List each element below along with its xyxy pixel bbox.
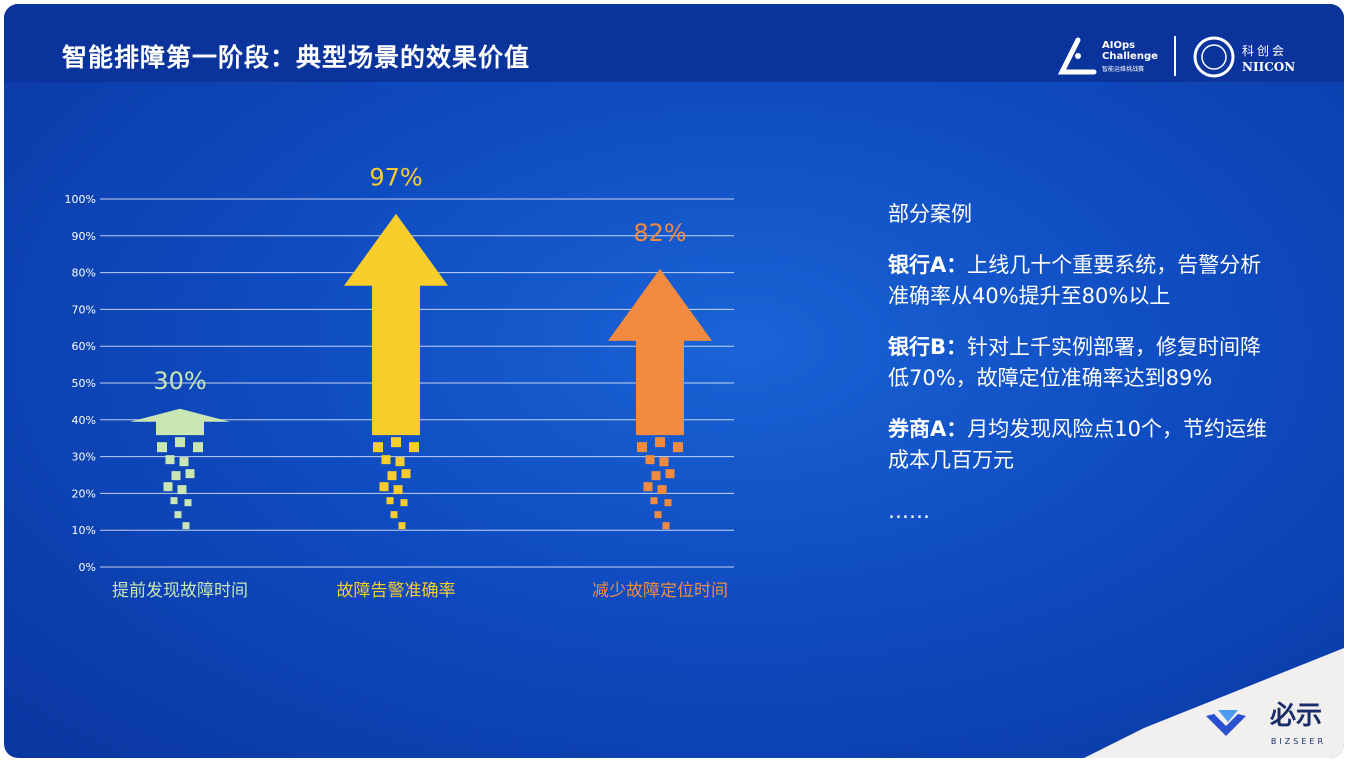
case-text: 上线几十个重要系统，告警分析准确率从40%提升至80%以上 (888, 253, 1262, 308)
niicon-logo: 科创会 NIICON (1192, 36, 1302, 78)
data-label: 97% (369, 164, 422, 192)
data-label: 30% (153, 367, 206, 395)
pixel-block (665, 469, 675, 479)
pixel-block (662, 522, 670, 530)
pixel-block (650, 497, 658, 505)
arrow (130, 408, 230, 436)
pixel-block (179, 457, 189, 467)
case-item: 券商A：月均发现风险点10个，节约运维成本几百万元 (888, 414, 1268, 476)
case-item: 银行A：上线几十个重要系统，告警分析准确率从40%提升至80%以上 (888, 250, 1268, 312)
pixel-block (645, 455, 655, 465)
y-tick-label: 50% (72, 377, 96, 390)
pixel-block (643, 482, 653, 492)
slide-title: 智能排障第一阶段：典型场景的效果价值 (62, 43, 531, 72)
niicon-globe-icon (1193, 36, 1235, 78)
y-tick-label: 60% (72, 340, 96, 353)
category-label: 减少故障定位时间 (592, 581, 728, 601)
y-tick-label: 10% (72, 524, 96, 537)
pixel-block (174, 511, 182, 519)
pixel-block (673, 442, 683, 453)
y-tick-label: 80% (72, 267, 96, 280)
category-label: 提前发现故障时间 (112, 581, 248, 601)
slide: 智能排障第一阶段：典型场景的效果价值 AIOps Challenge 智能运维挑战… (4, 4, 1344, 758)
cases-heading: 部分案例 (888, 202, 972, 226)
pixel-block (157, 442, 167, 453)
pixel-block (381, 455, 391, 465)
logo-divider (1174, 36, 1176, 76)
bizseer-logo-en: BIZSEER (1270, 737, 1326, 746)
arrow-chart: 0% 10% 20% 30% 40% 50% 60% 70% 80% 90% 100% 30% 提前发现… (65, 164, 734, 601)
pixel-block (390, 511, 398, 519)
case-name: 银行A： (888, 253, 968, 277)
pixel-block (393, 485, 403, 495)
niicon-en: NIICON (1242, 60, 1296, 74)
pixel-block (398, 522, 406, 530)
cases-panel: 部分案例 银行A：上线几十个重要系统，告警分析准确率从40%提升至80%以上 银… (888, 199, 1268, 547)
pixel-block (655, 437, 665, 448)
case-name: 券商A： (888, 417, 968, 441)
y-tick-label: 30% (72, 451, 96, 464)
pixel-block (401, 469, 411, 479)
pixel-block (386, 497, 394, 505)
pixel-block (637, 442, 647, 453)
pixel-block (170, 497, 178, 505)
aiops-line2: Challenge (1102, 51, 1158, 62)
aiops-challenge-logo: AIOps Challenge 智能运维挑战赛 (1057, 36, 1158, 78)
cases-more: …… (888, 499, 930, 523)
arrow (344, 213, 448, 436)
y-tick-label: 100% (65, 193, 96, 206)
y-tick-label: 40% (72, 414, 96, 427)
pixel-block (193, 442, 203, 453)
pixel-block (654, 511, 662, 519)
pixel-block (387, 471, 397, 481)
aiops-sub: 智能运维挑战赛 (1102, 66, 1145, 73)
pixel-block (185, 469, 195, 479)
pixel-block (391, 437, 401, 448)
pixel-block (171, 471, 181, 481)
pixel-block (182, 522, 190, 530)
y-tick-label: 0% (79, 561, 96, 574)
case-text: 针对上千实例部署，修复时间降低70%，故障定位准确率达到89% (888, 335, 1262, 390)
niicon-cn: 科创会 (1242, 44, 1288, 58)
arrow (608, 268, 712, 436)
pixel-block (659, 457, 669, 467)
aiops-triangle-icon (1057, 37, 1097, 75)
pixel-block (657, 485, 667, 495)
pixel-block (651, 471, 661, 481)
case-item: 银行B：针对上千实例部署，修复时间降低70%，故障定位准确率达到89% (888, 332, 1268, 394)
corner-decoration (1084, 648, 1344, 758)
bizseer-logo-icon (1206, 710, 1246, 736)
aiops-line1: AIOps (1102, 40, 1136, 51)
pixel-block (184, 499, 192, 507)
y-tick-label: 90% (72, 230, 96, 243)
title-bar (4, 4, 1344, 82)
pixel-block (379, 482, 389, 492)
data-label: 82% (633, 219, 686, 247)
y-tick-label: 20% (72, 487, 96, 500)
pixel-block (165, 455, 175, 465)
bizseer-logo-cn: 必示 (1269, 701, 1322, 731)
pixel-block (400, 499, 408, 507)
y-tick-label: 70% (72, 303, 96, 316)
pixel-block (373, 442, 383, 453)
case-name: 银行B： (888, 335, 968, 359)
pixel-block (395, 457, 405, 467)
pixel-block (177, 485, 187, 495)
pixel-block (175, 437, 185, 448)
pixel-block (163, 482, 173, 492)
category-label: 故障告警准确率 (337, 581, 456, 601)
pixel-block (409, 442, 419, 453)
pixel-block (664, 499, 672, 507)
case-text: 月均发现风险点10个，节约运维成本几百万元 (888, 417, 1267, 472)
